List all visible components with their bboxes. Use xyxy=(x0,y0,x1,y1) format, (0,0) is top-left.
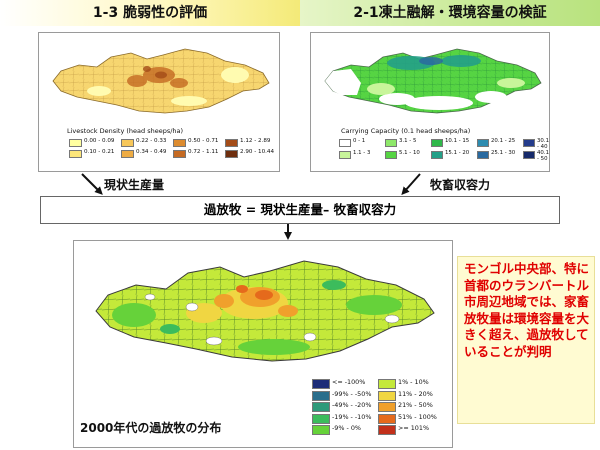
capacity-legend-swatch xyxy=(523,139,535,147)
livestock-legend-label: 0.22 - 0.33 xyxy=(136,138,167,144)
livestock-legend-swatch xyxy=(69,139,82,147)
header-permafrost-capacity: 2-1凍土融解・環境容量の検証 xyxy=(300,0,600,26)
livestock-legend-label: 0.00 - 0.09 xyxy=(84,138,115,144)
capacity-legend-label: 1.1 - 3 xyxy=(353,150,371,156)
carrying-capacity-label: 牧畜収容力 xyxy=(430,178,491,192)
livestock-legend-swatch xyxy=(121,150,134,158)
overgrazing-legend-label: 21% - 50% xyxy=(398,401,433,409)
overgrazing-legend-swatch xyxy=(312,402,330,412)
arrow-production-to-formula xyxy=(81,173,103,195)
livestock-legend-label: 0.72 - 1.11 xyxy=(188,149,219,155)
capacity-legend-label: 5.1 - 10 xyxy=(399,150,420,156)
livestock-density-panel: Livestock Density (head sheeps/ha) 0.00 … xyxy=(38,32,280,172)
capacity-legend-label: 30.1 - 40 xyxy=(537,138,550,150)
header-vulnerability-assessment: 1-3 脆弱性の評価 xyxy=(0,0,300,26)
livestock-legend-label: 2.90 - 10.44 xyxy=(240,149,275,155)
capacity-legend-swatch xyxy=(477,151,489,159)
overgrazing-legend-swatch xyxy=(378,390,396,401)
overgrazing-caption: 2000年代の過放牧の分布 xyxy=(80,421,222,435)
livestock-legend-swatch xyxy=(173,139,186,147)
livestock-legend-label: 1.12 - 2.89 xyxy=(240,138,271,144)
livestock-legend-swatch xyxy=(121,139,134,147)
overgrazing-legend-swatch xyxy=(378,413,396,424)
capacity-legend-swatch xyxy=(523,151,535,159)
livestock-legend-swatch xyxy=(225,150,238,158)
livestock-legend-label: 0.50 - 0.71 xyxy=(188,138,219,144)
finding-note: モンゴル中央部、特に首都のウランバートル市周辺地域では、家畜放牧量は環境容量を大… xyxy=(457,256,595,424)
livestock-legend-label: 0.10 - 0.21 xyxy=(84,149,115,155)
overgrazing-legend-swatch xyxy=(312,390,330,401)
livestock-legend-swatch xyxy=(173,150,186,158)
arrow-capacity-to-formula xyxy=(401,173,421,195)
capacity-legend-label: 40.1 - 50 xyxy=(537,150,550,162)
capacity-legend-label: 15.1 - 20 xyxy=(445,150,470,156)
capacity-legend-swatch xyxy=(339,139,351,147)
overgrazing-legend-label: -19% - -10% xyxy=(332,412,372,421)
carrying-capacity-map xyxy=(324,48,542,114)
overgrazing-map xyxy=(95,260,435,362)
overgrazing-legend-swatch xyxy=(312,379,330,389)
overgrazing-legend-swatch xyxy=(378,402,396,412)
capacity-legend-label: 20.1 - 25 xyxy=(491,138,516,144)
capacity-legend-label: 3.1 - 5 xyxy=(399,138,417,144)
overgrazing-legend-label: 1% - 10% xyxy=(398,378,429,386)
overgrazing-formula: 過放牧 = 現状生産量– 牧畜収容力 xyxy=(40,196,560,224)
overgrazing-legend-label: -99% - -50% xyxy=(332,389,372,398)
overgrazing-panel: <= -100% -99% - -50% -49% - -20% -19% - -10… xyxy=(73,240,453,448)
capacity-legend-label: 10.1 - 15 xyxy=(445,138,470,144)
capacity-legend-swatch xyxy=(477,139,489,147)
overgrazing-legend-swatch xyxy=(378,425,396,435)
overgrazing-legend-label: <= -100% xyxy=(332,378,366,386)
overgrazing-legend-swatch xyxy=(312,425,330,435)
capacity-legend-swatch xyxy=(385,139,397,147)
livestock-legend-label: 0.34 - 0.49 xyxy=(136,149,167,155)
overgrazing-legend-label: >= 101% xyxy=(398,424,430,432)
overgrazing-legend-swatch xyxy=(378,379,396,389)
livestock-legend-swatch xyxy=(225,139,238,147)
current-production-label: 現状生産量 xyxy=(104,178,165,192)
overgrazing-legend-label: -49% - -20% xyxy=(332,401,372,409)
overgrazing-legend-label: -9% - 0% xyxy=(332,424,361,432)
carrying-capacity-panel: Carrying Capacity (0.1 head sheeps/ha) 0… xyxy=(310,32,550,172)
capacity-legend-label: 25.1 - 30 xyxy=(491,150,516,156)
overgrazing-legend-label: 51% - 100% xyxy=(398,412,437,421)
livestock-legend-swatch xyxy=(69,150,82,158)
overgrazing-legend-swatch xyxy=(312,413,330,424)
overgrazing-legend-label: 11% - 20% xyxy=(398,389,433,398)
capacity-legend-title: Carrying Capacity (0.1 head sheeps/ha) xyxy=(341,127,471,135)
capacity-legend-swatch xyxy=(431,151,443,159)
capacity-legend-swatch xyxy=(431,139,443,147)
capacity-legend-label: 0 - 1 xyxy=(353,138,366,144)
livestock-legend-title: Livestock Density (head sheeps/ha) xyxy=(67,127,184,135)
capacity-legend-swatch xyxy=(385,151,397,159)
capacity-legend-swatch xyxy=(339,151,351,159)
livestock-density-map xyxy=(52,48,270,114)
